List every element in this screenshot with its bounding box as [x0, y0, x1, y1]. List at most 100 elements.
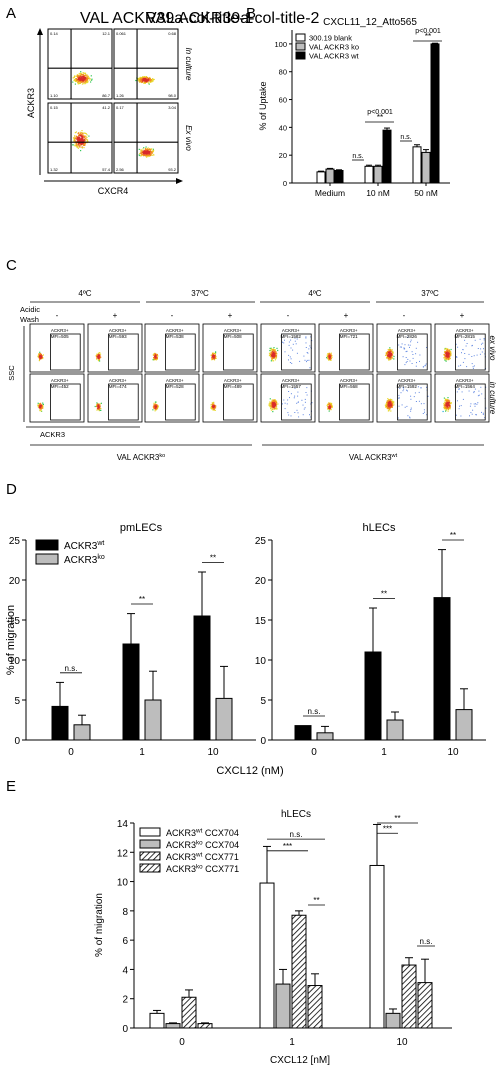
flow-dot: [213, 406, 215, 408]
c-dot: [474, 339, 476, 341]
c-dot: [290, 358, 292, 360]
flow-dot: [138, 79, 140, 81]
flow-dot: [41, 357, 43, 359]
flow-dot: [214, 405, 216, 407]
c-plot-frame: [260, 373, 316, 423]
flow-dot: [80, 72, 82, 74]
e-legend-label: ACKR3wt CCX704: [166, 827, 239, 838]
c-dot: [293, 397, 295, 399]
b-ytick-label: 100: [274, 40, 287, 49]
flow-dot: [213, 356, 215, 358]
flow-dot: [331, 406, 333, 409]
flow-dot: [154, 352, 156, 355]
flow-dot: [154, 355, 156, 357]
a-x-arrowhead: [176, 178, 183, 184]
c-dot: [294, 412, 296, 413]
c-dot: [469, 405, 471, 407]
c-dot: [289, 362, 291, 363]
c-dot: [472, 409, 474, 411]
flow-dot: [140, 149, 142, 151]
flow-dot: [86, 140, 88, 142]
flow-dot: [82, 132, 84, 134]
flow-dot: [97, 407, 99, 409]
flow-dot: [387, 350, 389, 353]
c-dot: [398, 396, 400, 398]
c-dot: [283, 399, 285, 401]
c-dot: [477, 402, 479, 404]
flow-dot: [212, 354, 214, 356]
flow-dot: [144, 150, 146, 152]
flow-dot: [155, 408, 157, 410]
c-dot: [426, 347, 428, 348]
c-density: [95, 352, 102, 362]
flow-dot: [153, 358, 155, 360]
flow-dot: [82, 139, 84, 141]
e-legend-label: ACKR3ko CCX771: [166, 863, 239, 874]
flow-dot: [73, 79, 75, 81]
flow-dot: [97, 405, 99, 407]
flow-dot: [393, 404, 395, 406]
flow-dot: [42, 403, 44, 405]
c-dot: [411, 351, 413, 353]
flow-dot: [140, 153, 142, 155]
c-dot: [458, 365, 460, 367]
flow-dot: [88, 77, 90, 80]
c-dot: [309, 345, 311, 347]
d-bar: [364, 651, 382, 741]
flow-dot: [390, 404, 392, 406]
flow-dot: [146, 154, 148, 156]
c-dot: [412, 357, 414, 359]
flow-dot: [97, 359, 100, 361]
flow-dot: [445, 352, 447, 354]
flow-dot: [81, 137, 84, 139]
flow-dot: [275, 352, 277, 354]
flow-dot: [443, 408, 445, 410]
c-dot: [409, 346, 410, 348]
d-subplot-title: pmLECs: [120, 522, 163, 534]
flow-dot: [212, 357, 214, 359]
c-dot: [457, 346, 459, 348]
c-dot: [419, 354, 421, 356]
flow-dot: [268, 352, 271, 354]
flow-dot: [141, 154, 143, 156]
flow-dot: [390, 403, 392, 405]
a-quadrant-value: 2.56: [116, 167, 125, 172]
flow-dot: [276, 347, 278, 349]
flow-dot: [97, 352, 100, 354]
c-dot: [460, 415, 462, 417]
flow-dot: [272, 352, 275, 354]
flow-dot: [153, 354, 155, 356]
flow-dot: [78, 134, 80, 137]
flow-dot: [328, 352, 330, 354]
flow-dot: [152, 79, 154, 81]
c-dot: [406, 389, 407, 391]
flow-dot: [155, 359, 157, 361]
flow-dot: [148, 151, 150, 153]
flow-dot: [273, 401, 275, 403]
flow-dot: [41, 357, 43, 359]
d-legend-label-sup: ko: [97, 554, 105, 561]
flow-dot: [138, 78, 140, 81]
flow-dot: [390, 358, 392, 360]
flow-dot: [273, 357, 275, 359]
flow-dot: [331, 356, 333, 359]
flow-dot: [268, 354, 271, 357]
flow-dot: [39, 358, 41, 361]
flow-dot: [84, 75, 86, 77]
c-dot: [465, 345, 467, 347]
flow-dot: [40, 406, 42, 408]
c-dot: [414, 392, 416, 394]
flow-dot: [77, 79, 79, 81]
flow-dot: [141, 80, 144, 82]
c-dot: [410, 410, 412, 412]
c-plot-frame: [318, 323, 374, 373]
flow-dot: [78, 78, 80, 81]
flow-dot: [327, 358, 329, 360]
flow-dot: [269, 398, 271, 400]
c-dot: [289, 356, 291, 358]
flow-dot: [276, 408, 278, 410]
flow-dot: [77, 147, 79, 149]
flow-dot: [157, 406, 159, 408]
flow-dot: [87, 141, 89, 143]
